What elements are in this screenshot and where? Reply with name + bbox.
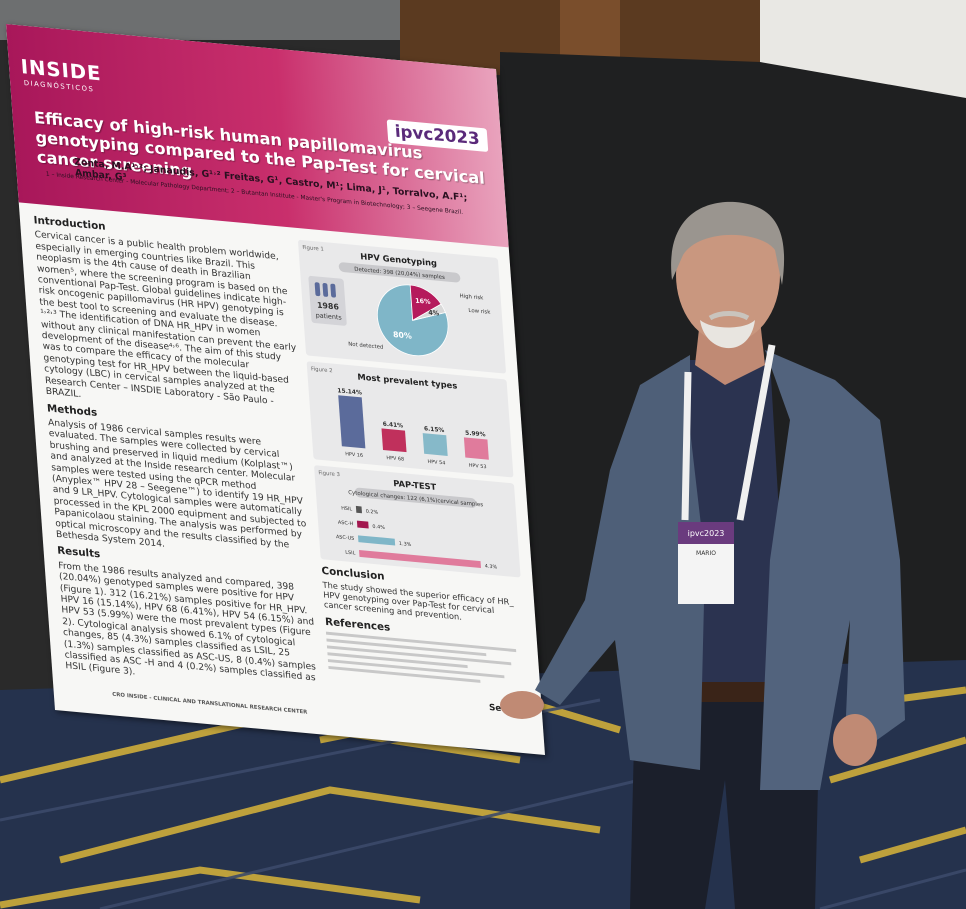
moustache [708, 311, 750, 321]
bar-value-label: 6.15% [424, 426, 445, 434]
bar-category-label: HPV 54 [427, 459, 445, 467]
hand [833, 714, 877, 766]
patients-label: patients [315, 311, 342, 321]
wood-panel [560, 0, 620, 60]
carpet-stripe [0, 866, 421, 909]
carpet-stripe [59, 786, 601, 864]
badge-band [678, 522, 734, 544]
figure-title: PAP-TEST [393, 478, 437, 492]
carpet-stripe [859, 826, 966, 864]
slice-name: High risk [459, 293, 484, 301]
bar-category-label: LSIL [345, 550, 356, 557]
bar-value-label: 0.2% [366, 509, 379, 516]
figure-label: Figure 3 [318, 470, 340, 478]
person-icon [314, 282, 321, 297]
badge-event: ipvc2023 [688, 529, 725, 538]
bar [381, 428, 407, 453]
slice-value-label: 80% [393, 330, 413, 341]
patients-count: 1986 [317, 301, 340, 312]
bar [338, 395, 366, 449]
bar-value-label: 0.4% [372, 524, 385, 531]
figure-box: Figure 1 HPV Genotyping Detected: 398 (20,… [297, 239, 507, 374]
person-icon [330, 283, 336, 298]
carpet-stripe [829, 736, 966, 784]
subtitle-pill [354, 487, 477, 508]
bar-value-label: 4.3% [485, 563, 498, 570]
person-icon [322, 282, 329, 297]
slice-value-label: 16% [415, 297, 431, 306]
bar-category-label: HPV 16 [345, 451, 363, 459]
bar [356, 520, 369, 529]
bar-category-label: HSIL [341, 505, 353, 512]
figure-label: Figure 2 [311, 366, 333, 374]
carpet-line [819, 868, 966, 909]
bar-category-label: ASC-H [338, 520, 354, 527]
bar-category-label: HPV 68 [386, 455, 404, 463]
figure-box: Figure 3 PAP-TEST Cytological changes: 122… [314, 465, 521, 578]
slice-name: Low risk [468, 308, 491, 316]
hand [500, 691, 544, 719]
pie-slice [412, 303, 446, 321]
bar-category-label: HPV 53 [469, 463, 487, 471]
face [676, 207, 780, 343]
slice-name: Not detected [348, 342, 383, 351]
figure-label: Figure 1 [302, 245, 324, 253]
jacket-right [760, 350, 905, 790]
bar-value-label: 15.14% [337, 388, 362, 396]
hair [671, 201, 785, 285]
lanyard [681, 344, 776, 521]
bar-value-label: 5.99% [465, 431, 486, 439]
bar [357, 535, 396, 546]
figure-box: Figure 2 Most prevalent types 15.14% HPV 16… [306, 361, 514, 478]
bar [355, 505, 363, 514]
poster: INSIDE DIAGNÓSTICOS ipvc2023 Efficacy of… [6, 24, 545, 755]
bar [359, 550, 482, 569]
jacket-left [535, 355, 705, 770]
bar [422, 433, 448, 456]
slice-value-label: 4% [428, 309, 440, 318]
bar-value-label: 6.41% [383, 422, 404, 430]
bar [463, 437, 489, 460]
bar-value-label: 1.3% [399, 541, 412, 548]
carpet-line [99, 778, 641, 909]
figure-column: Figure 1 HPV Genotyping Detected: 398 (20,… [297, 239, 529, 691]
beard [700, 320, 755, 349]
bar-category-label: ASC-US [336, 534, 355, 542]
badge-name: MARIO [696, 550, 716, 557]
subtitle-pill [338, 262, 461, 283]
